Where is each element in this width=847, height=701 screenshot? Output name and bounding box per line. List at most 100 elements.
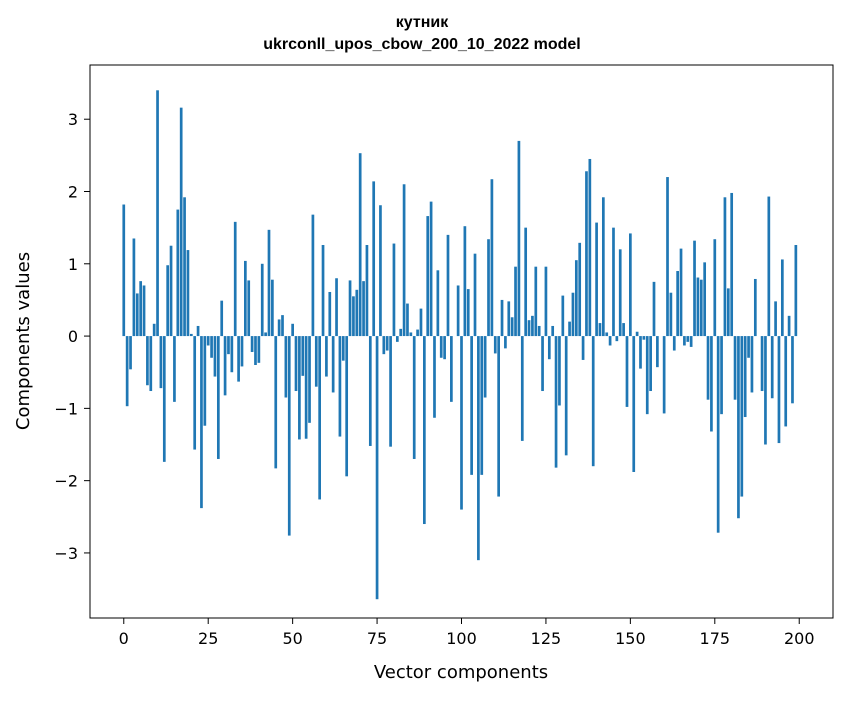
bar	[372, 181, 375, 336]
bar	[784, 336, 787, 426]
bar	[504, 336, 507, 348]
bar	[423, 336, 426, 524]
bar	[703, 262, 706, 336]
bar	[636, 332, 639, 336]
bar	[285, 336, 288, 397]
x-tick-label: 50	[282, 629, 302, 648]
bar	[605, 332, 608, 336]
bar	[430, 202, 433, 336]
bar	[460, 336, 463, 509]
bar	[795, 245, 798, 336]
bar	[494, 336, 497, 353]
bar	[258, 336, 261, 363]
bar	[568, 322, 571, 336]
bar	[230, 336, 233, 372]
bar	[349, 280, 352, 336]
bar	[588, 159, 591, 336]
bar	[740, 336, 743, 496]
bar	[713, 239, 716, 336]
chart-subtitle: ukrconll_upos_cbow_200_10_2022 model	[0, 36, 847, 54]
bar	[663, 336, 666, 413]
bar	[646, 336, 649, 414]
bar	[774, 301, 777, 336]
bar	[686, 336, 689, 342]
bar	[224, 336, 227, 395]
bar	[403, 184, 406, 336]
bar	[653, 282, 656, 336]
bar	[683, 336, 686, 345]
bar	[237, 336, 240, 382]
bar	[308, 336, 311, 423]
bar	[183, 197, 186, 336]
bar	[551, 326, 554, 336]
bar	[295, 336, 298, 391]
bar	[359, 153, 362, 336]
bar	[234, 222, 237, 336]
bar	[548, 336, 551, 359]
bar	[582, 336, 585, 360]
bar	[166, 265, 169, 336]
bar	[470, 336, 473, 475]
bar	[325, 336, 328, 376]
bar	[420, 309, 423, 336]
bar	[565, 336, 568, 455]
y-tick-label: 1	[68, 255, 78, 274]
bar	[555, 336, 558, 468]
bar	[197, 326, 200, 336]
bar	[518, 141, 521, 336]
bar	[379, 205, 382, 336]
bar	[484, 336, 487, 397]
bar	[210, 336, 213, 358]
bar	[747, 336, 750, 358]
bar-series	[122, 90, 797, 599]
bar	[241, 336, 244, 366]
bar	[187, 250, 190, 336]
bar	[443, 336, 446, 359]
bar	[136, 293, 139, 336]
bar	[575, 260, 578, 336]
bar	[724, 197, 727, 336]
x-tick-label: 25	[198, 629, 218, 648]
bar	[143, 285, 146, 336]
bar	[477, 336, 480, 560]
bar	[278, 319, 281, 336]
bar	[474, 254, 477, 336]
bar	[301, 336, 304, 376]
bar	[247, 280, 250, 336]
bar	[534, 267, 537, 336]
bar	[788, 316, 791, 336]
y-axis-label: Components values	[13, 252, 34, 430]
bar	[487, 239, 490, 336]
bar	[180, 108, 183, 336]
bar	[409, 332, 412, 336]
bar	[464, 226, 467, 336]
bar	[335, 278, 338, 336]
bar	[244, 261, 247, 336]
bar	[767, 197, 770, 337]
bar	[433, 336, 436, 418]
bar	[339, 336, 342, 436]
bar	[160, 336, 163, 388]
bar	[264, 332, 267, 336]
bar	[727, 288, 730, 336]
bar	[697, 278, 700, 337]
y-tick-label: −3	[54, 544, 78, 563]
bar	[616, 336, 619, 341]
bar	[524, 228, 527, 336]
bar	[649, 336, 652, 391]
bar	[393, 244, 396, 337]
bar	[592, 336, 595, 466]
bar	[207, 336, 210, 345]
y-tick-label: −2	[54, 472, 78, 491]
bar	[426, 216, 429, 336]
bar	[538, 326, 541, 336]
bar	[214, 336, 217, 376]
bar	[717, 336, 720, 533]
bar	[163, 336, 166, 462]
bar	[328, 292, 331, 336]
bar	[761, 336, 764, 391]
bar	[781, 259, 784, 336]
